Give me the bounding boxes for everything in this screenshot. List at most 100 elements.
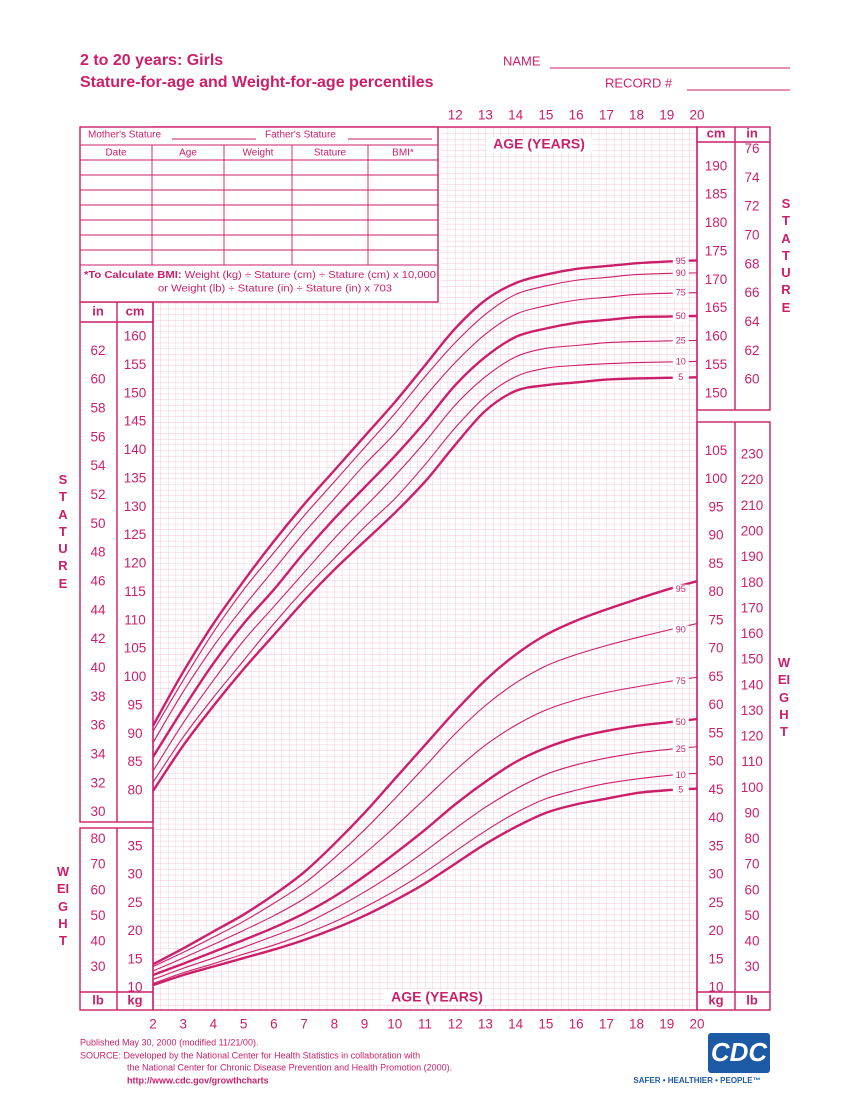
label-bg bbox=[672, 311, 689, 322]
column-header: Date bbox=[105, 148, 127, 159]
published: Published May 30, 2000 (modified 11/21/0… bbox=[80, 1037, 258, 1047]
x-tick-label: 13 bbox=[478, 1017, 493, 1032]
unit-label: kg bbox=[127, 992, 142, 1007]
bmi-note-text: Weight (kg) ÷ Stature (cm) ÷ Stature (cm… bbox=[185, 270, 437, 281]
y-tick-label: 230 bbox=[741, 447, 764, 462]
x-tick-label: 20 bbox=[689, 1017, 704, 1032]
percentile-label: 50 bbox=[676, 311, 686, 321]
percentile-label: 50 bbox=[676, 717, 686, 727]
y-tick-label: 66 bbox=[744, 285, 759, 300]
x-tick-label: 2 bbox=[149, 1017, 157, 1032]
y-tick-label: 38 bbox=[90, 689, 105, 704]
y-tick-label: 220 bbox=[741, 472, 764, 487]
percentile-curve bbox=[152, 746, 698, 981]
y-tick-label: 40 bbox=[90, 660, 105, 675]
percentile-label: 90 bbox=[676, 625, 686, 635]
y-tick-label: 10 bbox=[127, 980, 142, 995]
x-axis-title: AGE (YEARS) bbox=[391, 989, 483, 1005]
subtitle: Stature-for-age and Weight-for-age perce… bbox=[80, 74, 434, 91]
y-tick-label: 100 bbox=[124, 669, 147, 684]
y-tick-label: 34 bbox=[90, 746, 106, 761]
y-tick-label: 155 bbox=[705, 357, 728, 372]
y-tick-label: 130 bbox=[124, 499, 147, 514]
y-tick-label: 76 bbox=[744, 141, 759, 156]
y-tick-label: 90 bbox=[744, 805, 759, 820]
y-tick-label: 100 bbox=[705, 471, 728, 486]
y-tick-label: 165 bbox=[705, 300, 728, 315]
y-tick-label: 135 bbox=[124, 470, 147, 485]
y-tick-label: 60 bbox=[90, 372, 105, 387]
y-tick-label: 200 bbox=[741, 524, 764, 539]
label-bg bbox=[672, 625, 689, 636]
y-tick-label: 190 bbox=[705, 158, 728, 173]
y-tick-label: 36 bbox=[90, 718, 105, 733]
y-tick-label: 185 bbox=[705, 187, 728, 202]
y-tick-label: 80 bbox=[127, 783, 142, 798]
y-tick-label: 105 bbox=[124, 641, 147, 656]
x-tick-label: 15 bbox=[538, 108, 553, 123]
y-tick-label: 30 bbox=[90, 804, 105, 819]
y-tick-label: 125 bbox=[124, 527, 147, 542]
y-tick-label: 170 bbox=[705, 272, 728, 287]
x-tick-label: 3 bbox=[179, 1017, 187, 1032]
y-tick-label: 30 bbox=[127, 867, 142, 882]
y-tick-label: 10 bbox=[708, 980, 723, 995]
y-tick-label: 150 bbox=[741, 652, 764, 667]
y-tick-label: 55 bbox=[708, 725, 723, 740]
percentile-curve bbox=[151, 314, 698, 758]
column-header: BMI* bbox=[392, 148, 414, 159]
column-header: Stature bbox=[314, 148, 347, 159]
x-tick-label: 12 bbox=[448, 108, 463, 123]
y-axis-title: STATURE bbox=[58, 472, 68, 591]
y-tick-label: 52 bbox=[90, 487, 105, 502]
y-tick-label: 62 bbox=[90, 343, 105, 358]
bmi-note-text: or Weight (lb) ÷ Stature (in) ÷ Stature … bbox=[158, 284, 392, 295]
y-tick-label: 20 bbox=[708, 923, 723, 938]
percentile-label: 25 bbox=[676, 335, 686, 345]
percentile-curve bbox=[152, 376, 698, 792]
y-tick-label: 64 bbox=[744, 314, 760, 329]
record-table: Mother's Stature Father's Stature Date A… bbox=[79, 126, 439, 303]
x-tick-label: 13 bbox=[478, 108, 493, 123]
unit-label: in bbox=[92, 303, 104, 318]
y-tick-label: 170 bbox=[741, 600, 764, 615]
y-tick-label: 100 bbox=[741, 780, 764, 795]
y-axis-title: WEIGHT bbox=[777, 655, 791, 740]
y-tick-label: 85 bbox=[127, 754, 142, 769]
y-tick-label: 120 bbox=[124, 556, 147, 571]
y-tick-label: 130 bbox=[741, 703, 764, 718]
y-tick-label: 15 bbox=[708, 951, 723, 966]
minor-grid bbox=[153, 302, 697, 1010]
y-tick-label: 45 bbox=[708, 782, 723, 797]
frames bbox=[79, 126, 771, 1011]
y-tick-label: 140 bbox=[124, 442, 147, 457]
x-tick-label: 17 bbox=[599, 1017, 614, 1032]
x-tick-label: 5 bbox=[240, 1017, 248, 1032]
y-tick-label: 70 bbox=[744, 228, 759, 243]
percentile-label: 95 bbox=[676, 584, 686, 594]
column-header: Age bbox=[179, 148, 197, 159]
y-tick-label: 60 bbox=[744, 882, 759, 897]
y-tick-label: 30 bbox=[90, 959, 105, 974]
record-label: RECORD # bbox=[605, 75, 673, 90]
percentile-curve bbox=[152, 676, 698, 972]
y-tick-label: 50 bbox=[708, 754, 723, 769]
y-tick-label: 58 bbox=[90, 401, 105, 416]
percentile-label: 75 bbox=[676, 288, 686, 298]
percentile-curve bbox=[152, 339, 698, 772]
y-tick-label: 115 bbox=[124, 584, 146, 599]
y-tick-label: 44 bbox=[90, 602, 106, 617]
y-tick-label: 70 bbox=[708, 641, 723, 656]
percentile-label: 5 bbox=[678, 372, 683, 382]
label-bg bbox=[672, 770, 689, 781]
x-tick-label: 9 bbox=[361, 1017, 369, 1032]
percentile-curve bbox=[152, 772, 698, 984]
x-tick-label: 17 bbox=[599, 108, 614, 123]
y-tick-label: 70 bbox=[90, 857, 105, 872]
y-tick-label: 80 bbox=[90, 831, 105, 846]
source: the National Center for Chronic Disease … bbox=[127, 1062, 452, 1072]
percentile-curve bbox=[151, 259, 698, 727]
y-tick-label: 50 bbox=[744, 908, 759, 923]
x-tick-label: 15 bbox=[538, 1017, 553, 1032]
